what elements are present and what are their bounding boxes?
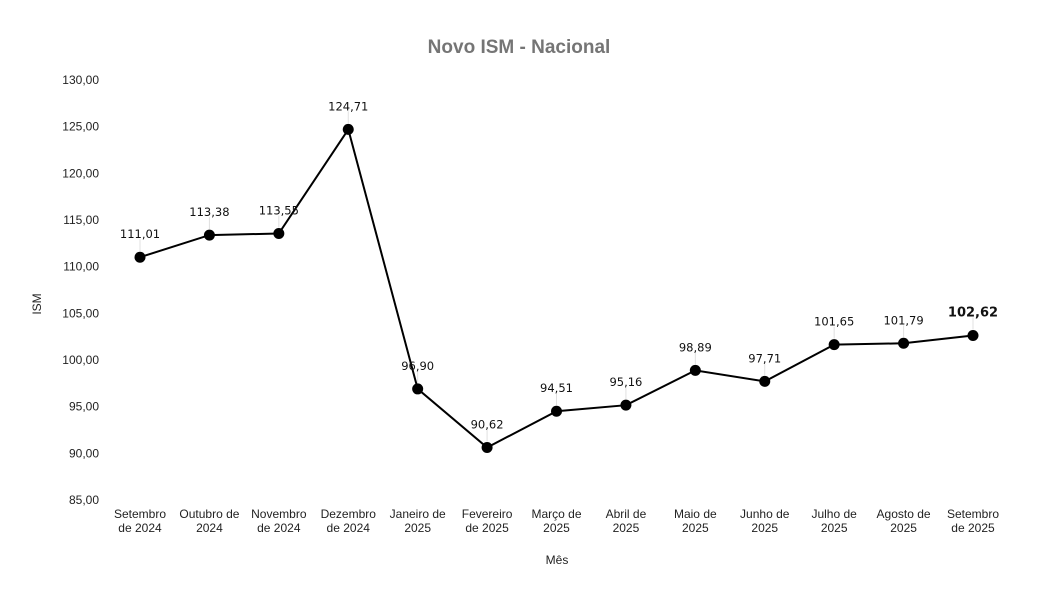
y-tick-label: 110,00 [63,260,99,274]
chart-title: Novo ISM - Nacional [428,37,611,58]
data-label: 98,89 [679,340,712,354]
x-tick-label: Agosto de 2025 [877,507,931,535]
data-point [412,383,424,395]
data-label: 90,62 [471,418,504,432]
data-point [273,228,285,240]
x-axis-label: Mês [546,553,569,567]
data-label: 124,71 [328,99,368,113]
x-tick-label: Janeiro de 2025 [390,507,446,535]
data-label: 113,38 [189,205,229,219]
data-labels: 111,01 113,38 113,55 124,71 96,90 90,62 94,51 9… [120,99,998,431]
y-tick-label: 105,00 [62,306,99,320]
data-point [967,330,979,342]
y-axis: 85,00 90,00 95,00 100,00 105,00 110,00 115,00 1… [62,73,99,507]
y-tick-label: 130,00 [62,73,99,87]
x-tick-label: Junho de 2025 [740,507,790,535]
data-point [481,442,493,454]
y-tick-label: 90,00 [69,446,99,460]
y-tick-label: 125,00 [62,120,99,134]
data-label: 94,51 [540,381,573,395]
data-point [134,251,146,263]
data-label: 111,01 [120,227,160,241]
y-axis-label: ISM [30,293,44,314]
x-tick-label: Setembro de 2025 [947,507,999,535]
x-tick-label: Julho de 2025 [811,507,857,535]
data-label: 101,65 [814,315,854,329]
data-label: 97,71 [748,351,781,365]
data-label-leaders [139,111,974,442]
x-axis: Setembro de 2024 Outubro de 2024 Novembro de … [114,507,999,535]
data-label: 96,90 [401,359,434,373]
y-tick-label: 85,00 [69,493,99,507]
data-point [342,123,354,135]
data-points [134,123,979,454]
x-tick-label: Outubro de 2024 [179,507,239,535]
data-label: 113,55 [259,204,299,218]
y-tick-label: 100,00 [62,353,99,367]
data-label: 102,62 [948,306,998,321]
x-tick-label: Maio de 2025 [674,507,717,535]
data-label: 95,16 [609,375,642,389]
x-tick-label: Abril de 2025 [606,507,647,535]
x-tick-label: Fevereiro de 2025 [462,507,513,535]
y-tick-label: 115,00 [63,213,99,227]
x-tick-label: Setembro de 2024 [114,507,166,535]
data-label: 101,79 [883,313,923,327]
y-tick-label: 95,00 [69,400,99,414]
data-point [620,399,632,411]
data-point [203,229,215,241]
x-tick-label: Dezembro de 2024 [321,507,377,535]
data-point [828,339,840,351]
y-tick-label: 120,00 [62,166,99,180]
data-point [551,405,562,417]
x-tick-label: Novembro de 2024 [251,507,307,535]
data-point [689,364,701,376]
data-point [759,375,771,387]
data-point [898,337,910,349]
x-tick-label: Março de 2025 [531,507,581,535]
